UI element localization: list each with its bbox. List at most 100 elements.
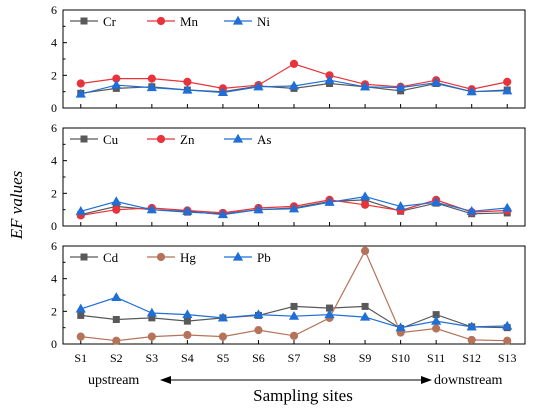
- direction-arrow-left-head: [160, 376, 171, 384]
- series-hg: [76, 246, 512, 345]
- upstream-label: upstream: [88, 373, 139, 388]
- data-point-hg: [360, 246, 370, 255]
- legend-panel-2: Cu Zn As: [70, 132, 271, 147]
- y-tick-label: 4: [51, 272, 57, 286]
- y-tick-label: 2: [51, 186, 57, 200]
- legend-label-cu: Cu: [103, 132, 119, 147]
- legend-label-cd: Cd: [103, 250, 119, 265]
- x-tick-label: S5: [217, 351, 230, 365]
- y-tick-label: 0: [51, 219, 57, 233]
- legend-label-pb: Pb: [257, 250, 271, 265]
- x-tick-label: S3: [146, 351, 159, 365]
- y-tick-label: 0: [51, 337, 57, 351]
- y-tick-label: 6: [51, 3, 57, 17]
- x-tick-label: S2: [110, 351, 123, 365]
- data-point-mn: [147, 74, 156, 83]
- legend-marker-pb: [232, 251, 244, 261]
- data-point-mn: [112, 74, 121, 83]
- data-point-ni: [359, 81, 371, 91]
- y-tick-label: 2: [51, 304, 57, 318]
- panel-1: 0 2 4 6 Cr Mn Ni: [51, 3, 526, 115]
- panels: 0 2 4 6 Cr Mn Ni 0 2 4 6 Cu Zn As 0 2 4 6 Cd Hg Pb: [51, 3, 526, 351]
- x-tick-label: S12: [462, 351, 481, 365]
- data-point-cd: [290, 302, 298, 310]
- data-point-ni: [466, 86, 477, 96]
- direction-arrow: [160, 376, 432, 384]
- legend-marker-mn: [156, 16, 166, 26]
- data-point-hg: [76, 332, 85, 341]
- data-point-hg: [467, 335, 476, 345]
- data-point-ni: [288, 80, 300, 90]
- data-point-hg: [218, 332, 228, 341]
- data-point-mn: [76, 79, 85, 88]
- data-point-zn: [112, 205, 121, 214]
- data-point-ni: [431, 77, 442, 87]
- legend-label-hg: Hg: [180, 250, 196, 265]
- x-tick-label: S11: [427, 351, 445, 365]
- y-tick-label: 4: [51, 36, 57, 50]
- data-point-ni: [502, 85, 513, 95]
- data-point-ni: [182, 84, 193, 94]
- legend-label-cr: Cr: [103, 14, 117, 29]
- legend-label-zn: Zn: [180, 132, 195, 147]
- y-tick-label: 6: [51, 239, 57, 253]
- legend-label-as: As: [257, 132, 271, 147]
- data-point-pb: [182, 309, 193, 319]
- data-point-as: [359, 191, 371, 201]
- data-point-hg: [432, 324, 441, 333]
- data-point-hg: [254, 326, 263, 335]
- direction-arrow-right-head: [421, 376, 432, 384]
- series-as: [75, 191, 513, 219]
- data-point-as: [288, 203, 300, 213]
- data-point-pb: [359, 311, 371, 321]
- x-tick-label: S1: [74, 351, 87, 365]
- panel-2: 0 2 4 6 Cu Zn As: [51, 121, 526, 233]
- data-point-ni: [75, 88, 86, 98]
- data-point-pb: [75, 303, 86, 313]
- data-point-zn: [360, 200, 370, 209]
- data-point-cd: [112, 316, 120, 323]
- legend-marker-hg: [156, 252, 166, 262]
- data-point-pb: [288, 310, 300, 320]
- data-point-pb: [111, 292, 122, 302]
- legend-marker-ni: [232, 15, 244, 25]
- series-pb: [75, 292, 513, 332]
- legend-label-mn: Mn: [180, 14, 199, 29]
- series-line-hg: [80, 249, 508, 342]
- data-point-ni: [111, 79, 122, 89]
- data-point-cd: [148, 314, 156, 322]
- legend-marker-cu: [80, 135, 88, 143]
- x-axis-labels: S1 S2 S3 S4 S5 S6 S7 S8 S9 S10 S11 S12 S13: [74, 351, 516, 365]
- data-point-pb: [502, 320, 513, 330]
- x-tick-label: S6: [252, 351, 265, 365]
- x-tick-label: S7: [288, 351, 301, 365]
- legend-label-ni: Ni: [257, 14, 270, 29]
- data-point-ni: [324, 74, 335, 84]
- y-axis-title: EF values: [7, 170, 26, 240]
- legend-marker-cd: [80, 253, 88, 261]
- data-point-mn: [183, 77, 192, 86]
- y-tick-label: 2: [51, 68, 57, 82]
- data-point-as: [324, 197, 335, 206]
- x-axis-title: Sampling sites: [253, 386, 353, 405]
- legend-marker-cr: [80, 17, 88, 25]
- data-point-pb: [395, 322, 406, 332]
- legend-panel-1: Cr Mn Ni: [70, 14, 270, 29]
- data-point-as: [217, 209, 229, 219]
- data-point-ni: [217, 87, 229, 97]
- x-tick-label: S4: [181, 351, 194, 365]
- panel-3: 0 2 4 6 Cd Hg Pb: [51, 239, 526, 351]
- data-point-cd: [361, 302, 369, 310]
- data-point-pb: [466, 321, 477, 331]
- data-point-cd: [77, 311, 85, 319]
- data-point-pb: [324, 309, 335, 319]
- y-tick-label: 0: [51, 101, 57, 115]
- data-point-hg: [183, 330, 192, 340]
- data-point-as: [75, 206, 86, 215]
- data-point-hg: [503, 336, 512, 345]
- data-point-pb: [217, 312, 229, 322]
- x-tick-label: S8: [323, 351, 336, 365]
- y-tick-label: 6: [51, 121, 57, 135]
- legend-marker-zn: [156, 134, 166, 144]
